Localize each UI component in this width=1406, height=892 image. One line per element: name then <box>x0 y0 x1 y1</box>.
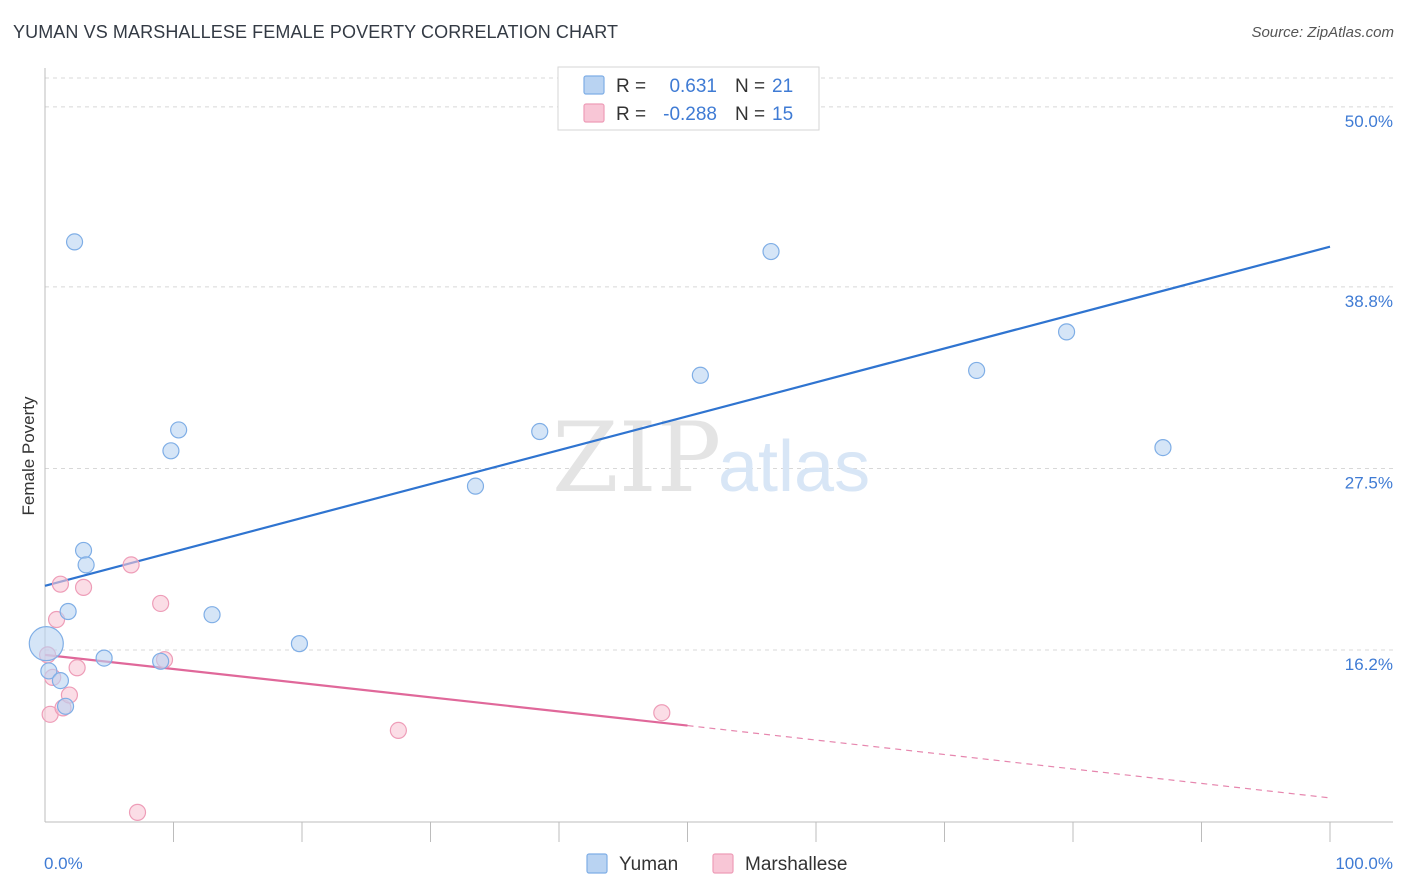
marshallese-n-label: N = <box>735 104 765 125</box>
yuman-point <box>65 233 84 251</box>
yuman-point <box>466 477 485 495</box>
marshallese-n-value: 15 <box>772 104 793 125</box>
grid-lines <box>45 77 1393 651</box>
marshallese-point <box>653 704 671 722</box>
chart-title: YUMAN VS MARSHALLESE FEMALE POVERTY CORR… <box>13 22 619 42</box>
marshallese-point <box>74 578 93 596</box>
yuman-point <box>170 421 188 439</box>
yuman-point <box>28 626 64 662</box>
yuman-point <box>59 602 77 621</box>
yuman-point <box>40 662 58 680</box>
x-tick-label: 100.0% <box>1335 854 1393 873</box>
marshallese-point <box>128 803 147 821</box>
yuman-trend-line <box>44 245 1331 587</box>
yuman-point <box>56 697 75 715</box>
legend-yuman-swatch <box>586 853 608 874</box>
yuman-point <box>691 366 709 384</box>
marshallese-point <box>152 594 170 613</box>
marshallese-point <box>51 575 70 593</box>
marshallese-point <box>389 721 407 740</box>
yuman-point <box>203 606 221 624</box>
watermark-atlas: atlas <box>718 427 870 507</box>
watermark-zip: ZIP <box>552 402 721 514</box>
marshallese-swatch <box>583 103 605 123</box>
y-tick-label: 27.5% <box>1345 473 1393 492</box>
yuman-point <box>152 652 170 670</box>
yuman-point <box>762 242 780 261</box>
yuman-point <box>74 541 93 560</box>
yuman-swatch <box>583 75 605 95</box>
y-tick-label: 16.2% <box>1345 655 1393 674</box>
yuman-point <box>77 556 95 574</box>
marshallese-r-label: R = <box>616 104 646 125</box>
marshallese-point <box>68 659 86 677</box>
yuman-point <box>531 422 549 441</box>
yuman-point <box>162 442 180 460</box>
legend-marshallese-swatch <box>712 853 734 874</box>
marshallese-trend-extension <box>687 724 1331 799</box>
yuman-point <box>1057 323 1076 341</box>
yuman-point <box>1154 438 1172 457</box>
y-axis-label: Female Poverty <box>19 396 38 516</box>
data-points <box>28 233 1172 821</box>
yuman-point <box>51 671 70 690</box>
marshallese-r-value: -0.288 <box>663 104 717 125</box>
x-tick-labels: 0.0% 100.0% <box>44 854 1393 873</box>
yuman-r-label: R = <box>616 76 646 97</box>
legend-yuman-label: Yuman <box>619 854 678 875</box>
yuman-n-label: N = <box>735 76 765 97</box>
y-tick-labels: 16.2% 27.5% 38.8% 50.0% <box>1345 112 1393 674</box>
yuman-point <box>95 649 113 667</box>
yuman-point <box>290 635 309 653</box>
x-tick-label: 0.0% <box>44 854 83 873</box>
yuman-r-value: 0.631 <box>669 76 717 97</box>
marshallese-trend-line <box>44 653 688 727</box>
stats-legend: R = 0.631 N = 21 R = -0.288 N = 15 <box>557 66 820 131</box>
yuman-n-value: 21 <box>772 76 793 97</box>
source-label: Source: ZipAtlas.com <box>1251 24 1394 41</box>
marshallese-point <box>122 556 140 574</box>
legend-marshallese-label: Marshallese <box>745 854 847 875</box>
yuman-point <box>968 361 986 380</box>
axes <box>44 68 1393 842</box>
y-tick-label: 38.8% <box>1345 292 1393 311</box>
y-tick-label: 50.0% <box>1345 112 1393 131</box>
trend-lines <box>44 245 1331 799</box>
series-legend: Yuman Marshallese <box>586 853 847 875</box>
watermark: ZIP atlas <box>552 402 870 514</box>
